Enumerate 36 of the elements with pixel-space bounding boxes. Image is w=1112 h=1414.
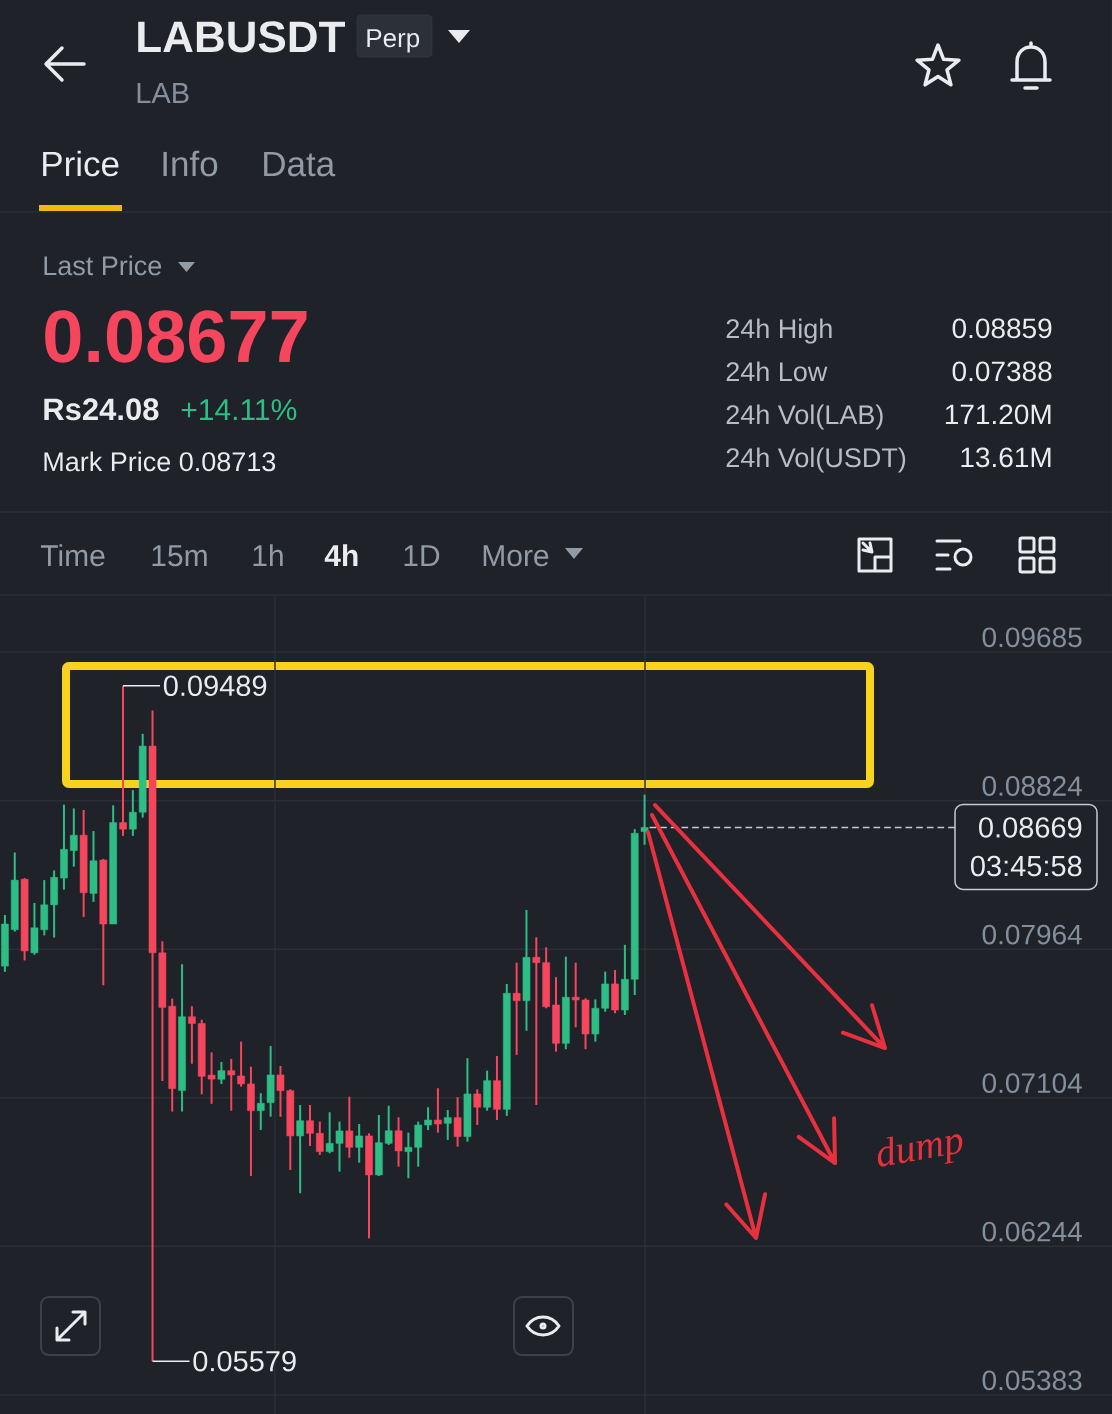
text: 4h (324, 544, 358, 567)
text: Rs24.08 (44, 398, 159, 421)
text: 0.07388 (952, 361, 1052, 382)
annotation: 0.05579 (193, 1350, 296, 1372)
annotation: 03:45:58 (970, 855, 1082, 877)
text: 24h Low (726, 361, 828, 382)
text: Price (43, 150, 119, 177)
text: Perp (367, 29, 420, 53)
text: More (483, 545, 549, 567)
y-tick-label: 0.09685 (982, 627, 1082, 648)
text: 15m (152, 545, 207, 567)
text: 24h Vol(USDT) (726, 447, 906, 473)
text: 13.61M (961, 447, 1051, 468)
text: Time (40, 544, 105, 567)
text: Data (264, 151, 336, 177)
y-tick-label: 0.08824 (982, 776, 1082, 796)
ref-line-label: 0.08669 (979, 817, 1082, 838)
annotation: dump (877, 1134, 963, 1167)
y-tick-label: 0.06244 (982, 1221, 1082, 1242)
text: 24h High (726, 318, 832, 344)
text: 171.20M (945, 404, 1051, 425)
text: Last Price (44, 255, 162, 276)
y-tick-label: 0.07964 (982, 924, 1082, 945)
chart-subtitle: LAB (137, 83, 189, 104)
chart-title: LABUSDT (138, 21, 345, 53)
text: 0.08859 (952, 318, 1052, 339)
text: 0.08677 (45, 310, 307, 363)
text: 1D (404, 545, 440, 567)
text: +14.11% (181, 399, 297, 421)
annotation: 0.09489 (163, 675, 267, 697)
y-tick-label: 0.07104 (982, 1073, 1082, 1094)
text: Info (163, 150, 218, 177)
text: 1h (253, 544, 283, 567)
text: 24h Vol(LAB) (726, 404, 883, 430)
y-tick-label: 0.05383 (982, 1370, 1082, 1391)
text: Mark Price 0.08713 (44, 451, 276, 472)
